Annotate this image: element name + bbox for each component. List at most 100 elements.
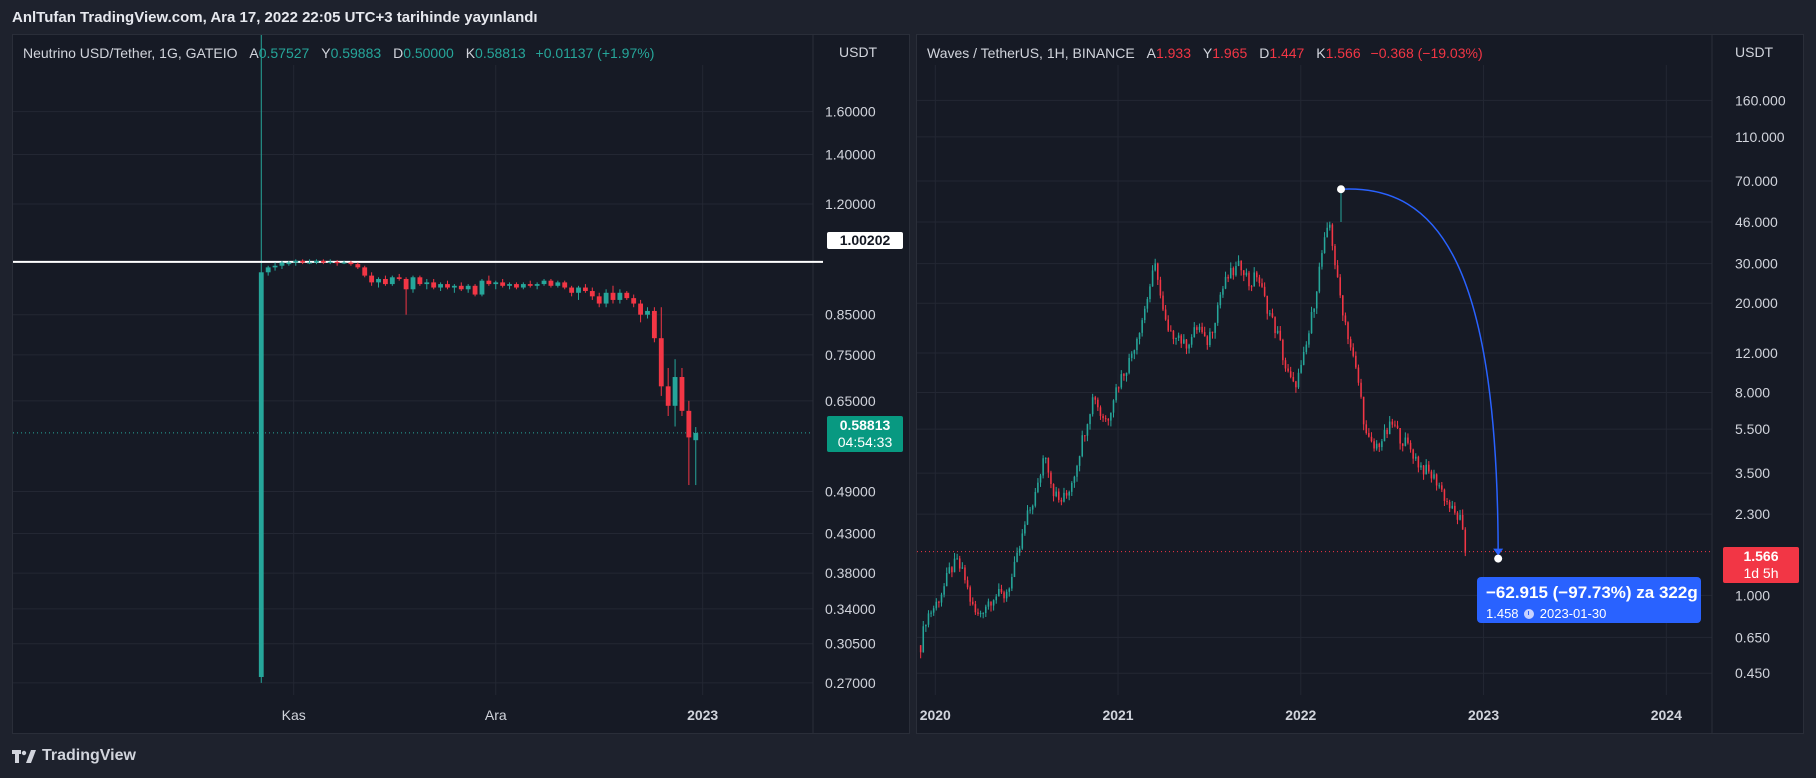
right-chart-svg[interactable]: 160.000 110.000 70.000 46.000 30.000 20.000 12… bbox=[917, 35, 1804, 734]
right-x-tick-label: 2020 bbox=[920, 707, 951, 723]
left-candle-body bbox=[327, 261, 333, 263]
left-candle-body bbox=[438, 284, 443, 288]
right-candle-body bbox=[1167, 319, 1169, 331]
right-candle-body bbox=[1073, 476, 1076, 483]
right-candle-body bbox=[1021, 533, 1024, 549]
right-candle-body bbox=[1138, 332, 1141, 339]
right-candle-body bbox=[1342, 295, 1344, 316]
right-candle-body bbox=[1321, 253, 1323, 267]
right-candle-body bbox=[1044, 458, 1047, 460]
right-candle-body bbox=[1227, 276, 1229, 279]
right-candle-body bbox=[1370, 436, 1373, 442]
right-y-tick-label: 70.000 bbox=[1735, 173, 1778, 189]
right-candle-body bbox=[1162, 295, 1164, 310]
left-last-price-badge: 0.58813 04:54:33 bbox=[827, 416, 903, 452]
right-candle-body bbox=[1399, 428, 1401, 444]
left-chart-panel[interactable]: Neutrino USD/Tether, 1G, GATEIO A0.57527… bbox=[12, 34, 910, 734]
right-candle-body bbox=[1052, 483, 1055, 497]
right-candle-body bbox=[1456, 512, 1459, 520]
left-candle-body bbox=[348, 262, 354, 265]
measure-arrowhead bbox=[1493, 548, 1504, 556]
right-candle-body bbox=[1396, 425, 1399, 429]
right-candle-body bbox=[1248, 272, 1250, 287]
left-candle-body bbox=[514, 284, 519, 288]
right-candle-body bbox=[1110, 412, 1112, 421]
right-candle-body bbox=[1081, 435, 1083, 457]
right-candle-body bbox=[1128, 357, 1130, 373]
left-high-value: 0.59883 bbox=[330, 45, 382, 61]
right-candle-body bbox=[1331, 224, 1334, 246]
right-candle-body bbox=[1190, 337, 1193, 345]
right-high-value: 1.965 bbox=[1212, 45, 1248, 61]
left-candle-body bbox=[362, 267, 368, 276]
right-y-tick-label: 0.650 bbox=[1735, 629, 1770, 645]
right-candle-body bbox=[1151, 270, 1154, 287]
right-candle-body bbox=[1201, 326, 1203, 333]
right-candle-body bbox=[1443, 489, 1446, 502]
left-candle-body bbox=[258, 272, 264, 677]
right-candle-body bbox=[1063, 492, 1065, 502]
footer-brand[interactable]: TradingView bbox=[12, 747, 136, 765]
right-candle-body bbox=[1037, 482, 1039, 492]
right-candle-body bbox=[1175, 337, 1177, 340]
right-y-tick-label: 5.500 bbox=[1735, 421, 1770, 437]
right-close-label: K bbox=[1316, 45, 1326, 61]
left-open-value: 0.57527 bbox=[258, 45, 310, 61]
left-candle-body bbox=[651, 310, 657, 339]
right-candle-body bbox=[1282, 339, 1284, 361]
right-candle-body bbox=[1245, 272, 1248, 276]
left-candle-body bbox=[534, 284, 540, 286]
right-candle-body bbox=[987, 601, 990, 607]
right-candle-body bbox=[1164, 309, 1167, 320]
left-y-tick-label: 0.49000 bbox=[825, 484, 876, 500]
right-candle-body bbox=[1203, 332, 1206, 337]
measure-date: 2023-01-30 bbox=[1539, 606, 1607, 621]
right-candle-body bbox=[1050, 472, 1052, 484]
right-candle-body bbox=[1433, 474, 1435, 479]
right-candle-body bbox=[1196, 327, 1198, 330]
right-candle-body bbox=[1461, 514, 1464, 530]
right-y-tick-label: 8.000 bbox=[1735, 385, 1770, 401]
right-candle-body bbox=[1029, 509, 1031, 511]
left-y-tick-label: 0.27000 bbox=[825, 675, 876, 691]
right-candle-body bbox=[1373, 441, 1375, 449]
left-candle-body bbox=[631, 298, 637, 304]
right-candle-body bbox=[1368, 433, 1370, 437]
right-candle-body bbox=[1344, 315, 1347, 323]
right-candle-body bbox=[1154, 263, 1156, 271]
right-candle-body bbox=[1352, 347, 1355, 356]
right-y-tick-label: 30.000 bbox=[1735, 256, 1778, 272]
left-candle-body bbox=[355, 264, 361, 268]
right-candle-body bbox=[1112, 400, 1115, 413]
right-candle-body bbox=[1136, 338, 1138, 351]
right-y-tick-label: 12.000 bbox=[1735, 345, 1778, 361]
right-candle-body bbox=[1302, 351, 1305, 365]
left-y-tick-label: 1.60000 bbox=[825, 104, 876, 120]
left-y-tick-label: 1.20000 bbox=[825, 196, 876, 212]
right-y-tick-label: 160.000 bbox=[1735, 92, 1786, 108]
left-candle-body bbox=[410, 277, 416, 290]
right-chart-panel[interactable]: Waves / TetherUS, 1H, BINANCE A1.933 Y1.… bbox=[916, 34, 1804, 734]
right-candle-body bbox=[1258, 277, 1261, 284]
measure-detail: 1.458 2023-01-30 bbox=[1486, 606, 1692, 621]
measure-start-point bbox=[1337, 185, 1345, 194]
right-candle-body bbox=[1060, 499, 1063, 502]
left-candle-body bbox=[431, 282, 437, 288]
left-low-value: 0.50000 bbox=[403, 45, 454, 61]
left-candle-body bbox=[507, 284, 512, 286]
right-candle-body bbox=[925, 624, 927, 627]
right-candle-body bbox=[1250, 286, 1253, 288]
measure-end-point bbox=[1494, 554, 1503, 563]
left-y-tick-label: 0.43000 bbox=[825, 525, 876, 541]
right-candle-body bbox=[1388, 421, 1391, 435]
right-candle-body bbox=[1016, 552, 1018, 562]
left-chart-svg[interactable]: 1.60000 1.40000 1.20000 0.85000 0.75000 0.650… bbox=[13, 35, 910, 734]
right-candle-body bbox=[1313, 308, 1315, 312]
left-y-tick-label: 0.38000 bbox=[825, 565, 876, 581]
right-candle-body bbox=[1362, 396, 1365, 425]
right-candle-body bbox=[1024, 524, 1026, 534]
left-y-tick-label: 0.34000 bbox=[825, 601, 876, 617]
right-candle-body bbox=[1274, 317, 1276, 334]
right-candle-body bbox=[1401, 443, 1404, 446]
left-candle-body bbox=[445, 284, 450, 288]
